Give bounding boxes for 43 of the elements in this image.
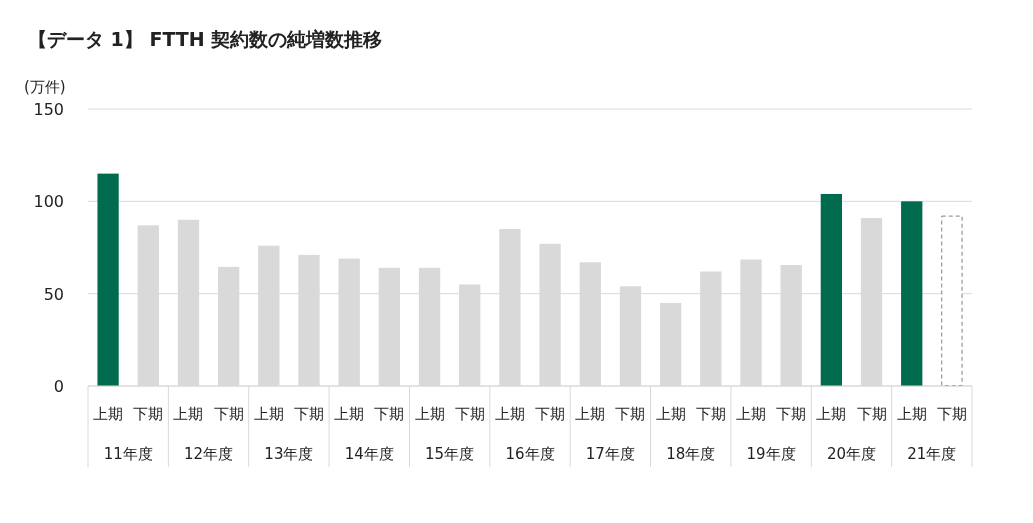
y-tick-label: 150 xyxy=(33,100,64,119)
bar xyxy=(820,193,843,386)
text: 15年度 xyxy=(425,445,475,463)
text: 16年度 xyxy=(505,445,555,463)
x-tick-label: 上期 xyxy=(253,405,284,423)
x-tick-label: 下期 xyxy=(454,405,485,423)
x-tick-label: 上期 xyxy=(736,405,766,423)
x-tick-label: 上期 xyxy=(896,405,927,423)
bar xyxy=(901,201,923,386)
x-tick-label: 上期 xyxy=(173,405,204,423)
text: 17年度 xyxy=(585,445,635,463)
x-tick-label: 下期 xyxy=(535,405,566,423)
chart-title: 【データ 1】 FTTH 契約数の純増数推移 xyxy=(28,28,383,50)
text: 14年度 xyxy=(344,445,394,463)
x-tick-label: 上期 xyxy=(816,405,847,423)
x-tick-label: 上期 xyxy=(414,405,445,423)
x-tick-label: 上期 xyxy=(655,405,686,423)
x-tick-label: 下期 xyxy=(133,405,164,423)
text: 21年度 xyxy=(907,445,957,463)
y-axis-title: (万件) xyxy=(24,78,66,96)
text: 12年度 xyxy=(184,445,234,463)
x-tick-label: 上期 xyxy=(93,405,124,423)
bar xyxy=(941,215,963,386)
x-tick-label: 下期 xyxy=(856,405,887,423)
x-tick-label: 下期 xyxy=(695,405,726,423)
x-tick-label: 下期 xyxy=(213,405,244,423)
x-tick-label: 下期 xyxy=(615,405,646,423)
x-tick-label: 上期 xyxy=(575,405,606,423)
y-tick-label: 0 xyxy=(53,377,64,396)
text: 18年度 xyxy=(666,445,716,463)
text: 11年度 xyxy=(103,445,153,463)
text: 20年度 xyxy=(826,445,876,463)
x-tick-label: 下期 xyxy=(936,405,967,423)
text: 19年度 xyxy=(746,445,796,463)
x-tick-label: 上期 xyxy=(334,405,365,423)
x-tick-label: 下期 xyxy=(776,405,807,423)
bar xyxy=(97,173,119,386)
x-tick-label: 下期 xyxy=(374,405,405,423)
x-tick-label: 下期 xyxy=(294,405,324,423)
y-tick-label: 100 xyxy=(33,192,64,212)
y-tick-label: 50 xyxy=(43,284,64,304)
x-tick-label: 上期 xyxy=(494,405,525,423)
text: 13年度 xyxy=(264,445,314,463)
